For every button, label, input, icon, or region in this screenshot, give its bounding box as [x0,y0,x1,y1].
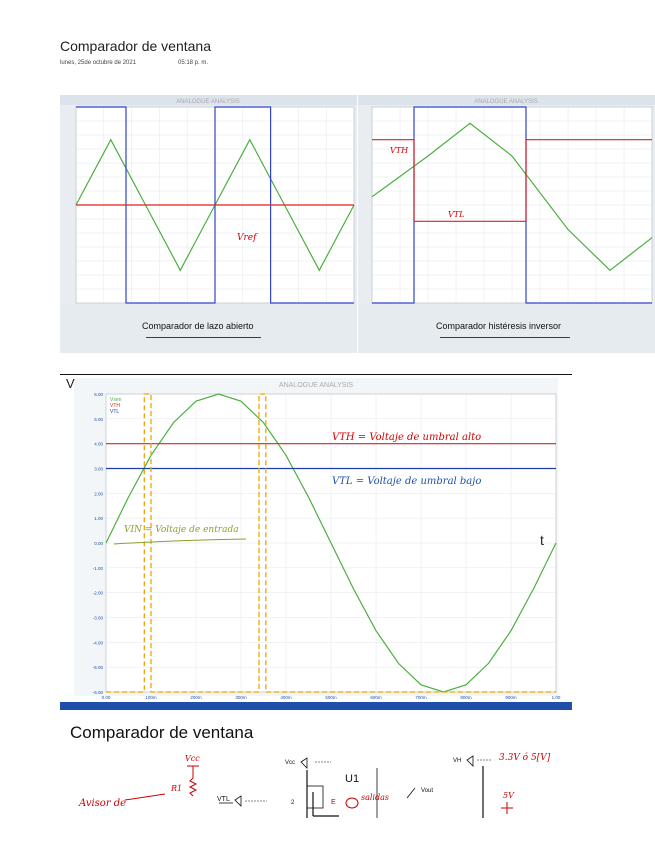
legend-item: Vsen [110,397,122,403]
y-tick-label: 5.00 [94,417,103,422]
vin-series [371,122,653,272]
vcc-node-label: Vcc [285,760,295,766]
threshold-series [372,139,652,222]
x-tick-label: 400m [280,695,292,700]
caption-underline [440,337,570,338]
terminal-icon [234,795,242,807]
opamp-symbol [306,785,324,809]
y-tick-label: -5.00 [93,665,104,670]
x-tick-label: 200m [190,695,202,700]
page-title: Comparador de ventana [60,38,211,54]
y-tick-label: 3.00 [94,467,103,472]
y-tick-label: 2.00 [94,491,103,496]
caption-underline [146,337,261,338]
x-tick-label: 0.00 [102,695,111,700]
vtl-annotation: VTL = Voltaje de umbral bajo [332,476,481,487]
vtl-node-label: VTL [217,796,230,803]
open-loop-caption: Comparador de lazo abierto [142,321,254,331]
x-tick-label: 700m [415,695,427,700]
y-tick-label: 6.00 [94,392,103,397]
y-axis-letter: V [66,376,75,391]
handwritten-note: Avisor de [78,798,126,809]
x-axis-letter: t [540,532,544,548]
x-tick-label: 900m [505,695,517,700]
window-comparator-panel: ANALOGUE ANALYSIS 6.00 5.00 4.00 3.00 2.00 1.… [60,376,572,710]
page-time: 05:18 p. m. [178,60,209,66]
y-tick-label: -2.00 [93,591,104,596]
vth-annotation: VTH = Voltaje de umbral alto [332,432,481,443]
x-tick-label: 600m [370,695,382,700]
vout-series [106,393,556,693]
vcc-label: Vcc [185,754,200,763]
x-tick-label: 1.00 [552,695,561,700]
pin-label: E [331,799,336,806]
vh-node-label: VH [453,758,461,764]
section-title: Comparador de ventana [70,723,254,742]
handwritten-note: salidas [361,793,389,802]
output-series [372,106,652,304]
top-left-panel: ANALOGUE ANALYSIS Vref Comparador de laz… [60,95,357,353]
y-tick-label: -6.00 [93,690,104,695]
vin-annotation: VIN = Voltaje de entrada [124,525,239,535]
hysteresis-chart: ANALOGUE ANALYSIS VTH VTL [358,95,655,353]
vref-annotation: Vref [237,233,258,243]
top-right-panel: ANALOGUE ANALYSIS VTH VTL Comparador his… [358,95,655,353]
u1-label: U1 [345,773,359,785]
chart-header: ANALOGUE ANALYSIS [474,99,538,105]
resistor-symbol [188,777,198,797]
open-loop-chart: ANALOGUE ANALYSIS Vref [60,95,357,353]
y-tick-label: -4.00 [93,640,104,645]
pin-label: 2 [291,800,295,806]
x-tick-label: 500m [325,695,337,700]
y-tick-label: -3.00 [93,616,104,621]
handwritten-note: 3.3V ó 5[V] [499,752,551,763]
hysteresis-caption: Comparador histéresis inversor [436,321,562,331]
r1-label: R1 [170,784,182,793]
legend-item: VTL [110,409,119,415]
chart-header: ANALOGUE ANALYSIS [279,382,354,389]
page-date: lunes, 25de octubre de 2021 [60,60,137,66]
y-tick-label: 4.00 [94,442,103,447]
x-tick-label: 300m [235,695,247,700]
y-tick-label: 1.00 [94,516,103,521]
vout-label: Vout [421,788,433,794]
window-comparator-chart: ANALOGUE ANALYSIS 6.00 5.00 4.00 3.00 2.00 1.… [60,376,572,710]
legend-item: VTH [110,403,120,409]
y-tick-label: 0.00 [94,541,103,546]
x-tick-label: 800m [460,695,472,700]
y-tick-label: -1.00 [93,566,104,571]
handwritten-note: 5V [503,791,515,800]
vth-annotation: VTH [390,146,409,155]
circuit-diagram: Avisor de Vcc R1 VTL Vcc U1 2 E salidas … [78,752,551,818]
chart-header: ANALOGUE ANALYSIS [176,99,240,105]
vsen-series [105,393,557,693]
vtl-annotation: VTL [448,210,464,219]
x-tick-label: 100m [145,695,157,700]
section-divider [60,374,572,375]
